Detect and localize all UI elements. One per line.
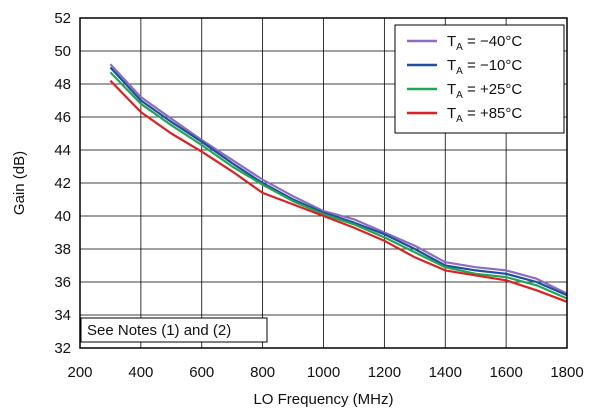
- legend-label-subscript: A: [456, 66, 463, 77]
- legend-label-subscript: A: [456, 114, 463, 125]
- y-tick-labels: 32 34 36 38 40 42 44 46 48 50 52: [54, 10, 71, 357]
- y-tick-label: 46: [54, 109, 71, 126]
- series-line-1: [109, 66, 568, 297]
- legend-label-prefix: T: [447, 33, 456, 50]
- legend-entry: TA = −40°C: [407, 33, 522, 53]
- y-tick-label: 42: [54, 175, 71, 192]
- series-lines: [109, 63, 568, 303]
- x-tick-label: 1800: [550, 364, 583, 381]
- plot-frame: [79, 17, 568, 349]
- y-tick-label: 50: [54, 43, 71, 60]
- legend-label: TA = +25°C: [447, 81, 522, 101]
- legend-entry: TA = −10°C: [407, 57, 522, 77]
- legend-label-value: = −10°C: [463, 57, 523, 74]
- legend-label: TA = +85°C: [447, 105, 522, 125]
- legend-label-value: = +85°C: [463, 105, 523, 122]
- legend-box: [394, 24, 565, 134]
- x-tick-label: 1400: [429, 364, 462, 381]
- legend-label-prefix: T: [447, 105, 456, 122]
- legend-label-value: = −40°C: [463, 33, 523, 50]
- legend: TA = −40°CTA = −10°CTA = +25°CTA = +85°C: [394, 24, 565, 134]
- x-tick-label: 800: [250, 364, 275, 381]
- y-tick-label: 44: [54, 142, 71, 159]
- series-line-2: [109, 71, 568, 300]
- legend-entry: TA = +25°C: [407, 81, 522, 101]
- y-tick-label: 52: [54, 10, 71, 27]
- y-tick-label: 36: [54, 274, 71, 291]
- legend-label-prefix: T: [447, 57, 456, 74]
- series-line-0: [109, 63, 568, 295]
- legend-label-subscript: A: [456, 90, 463, 101]
- x-tick-label: 200: [67, 364, 92, 381]
- x-tick-label: 1600: [489, 364, 522, 381]
- notes-text: See Notes (1) and (2): [87, 322, 231, 339]
- legend-entry: TA = +85°C: [407, 105, 522, 125]
- legend-label-value: = +25°C: [463, 81, 523, 98]
- y-axis-title: Gain (dB): [11, 151, 28, 215]
- y-tick-label: 34: [54, 307, 71, 324]
- legend-label-subscript: A: [456, 42, 463, 53]
- x-tick-label: 400: [128, 364, 153, 381]
- notes-box-frame: [80, 317, 268, 343]
- legend-label: TA = −40°C: [447, 33, 522, 53]
- y-tick-label: 32: [54, 340, 71, 357]
- y-tick-label: 48: [54, 76, 71, 93]
- legend-label: TA = −10°C: [447, 57, 522, 77]
- legend-label-prefix: T: [447, 81, 456, 98]
- y-tick-label: 38: [54, 241, 71, 258]
- series-line-3: [109, 79, 568, 303]
- notes-box: See Notes (1) and (2): [80, 317, 268, 343]
- x-tick-labels: 200 400 600 800 1000 1200 1400 1600 1800: [67, 364, 583, 381]
- x-tick-label: 1200: [368, 364, 401, 381]
- x-tick-label: 600: [189, 364, 214, 381]
- x-axis-title: LO Frequency (MHz): [253, 391, 393, 408]
- y-tick-label: 40: [54, 208, 71, 225]
- x-tick-label: 1000: [307, 364, 340, 381]
